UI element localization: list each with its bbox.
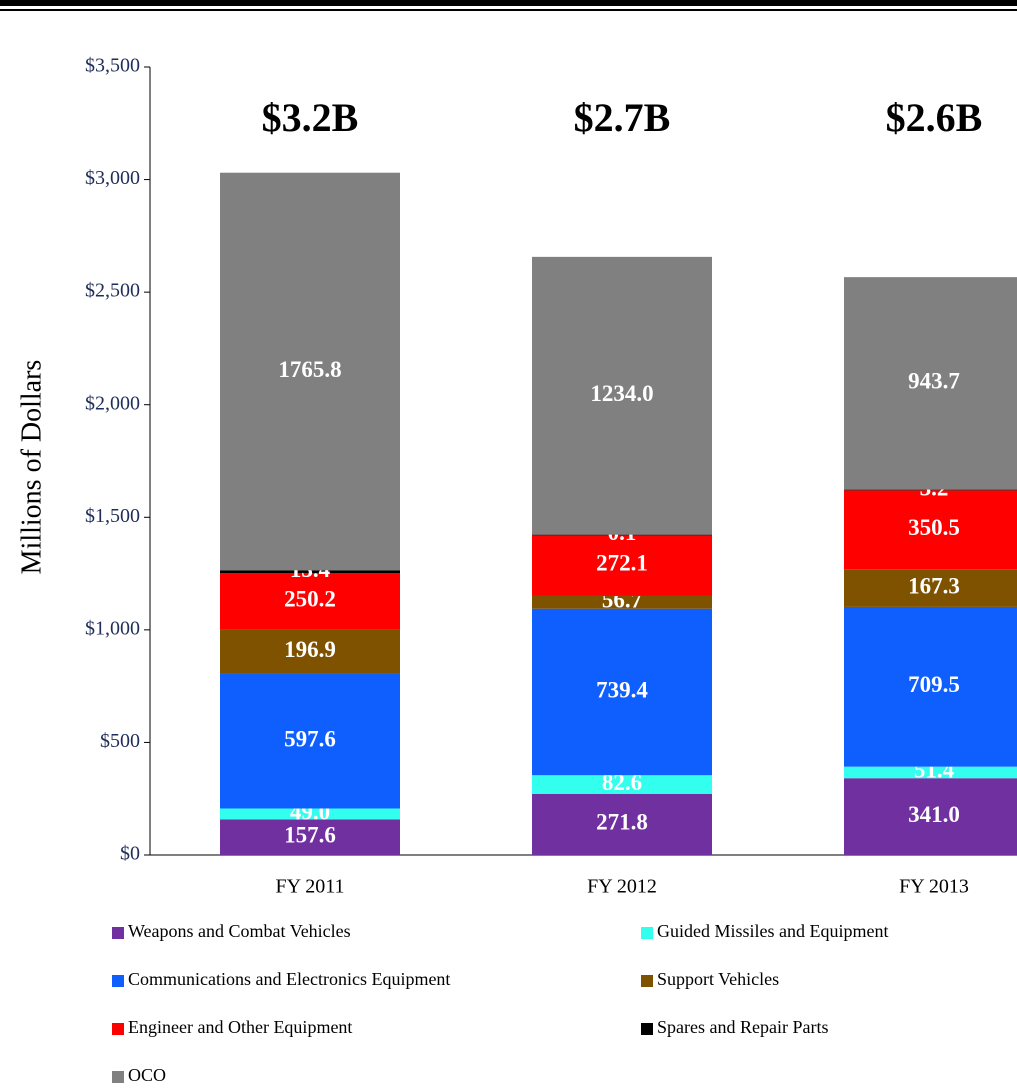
legend-label: OCO bbox=[128, 1065, 166, 1085]
bar-segment bbox=[844, 766, 1017, 779]
value-label: 709.5 bbox=[908, 672, 960, 697]
value-label: 250.2 bbox=[284, 587, 336, 612]
value-label: 272.1 bbox=[596, 551, 648, 576]
y-tick-label: $0 bbox=[120, 843, 140, 865]
legend-swatch bbox=[112, 1071, 124, 1083]
value-label: 597.6 bbox=[284, 726, 336, 751]
value-label: 196.9 bbox=[284, 637, 336, 662]
value-label: 271.8 bbox=[596, 810, 648, 835]
bar-segment bbox=[220, 629, 400, 674]
total-label: $2.7B bbox=[574, 95, 671, 140]
legend-swatch bbox=[641, 927, 653, 939]
legend-swatch bbox=[112, 927, 124, 939]
total-label: $3.2B bbox=[262, 95, 359, 140]
legend-label: Communications and Electronics Equipment bbox=[128, 969, 450, 989]
bar-segment bbox=[220, 673, 400, 809]
legend-label: Spares and Repair Parts bbox=[657, 1017, 828, 1037]
y-tick-label: $1,500 bbox=[85, 505, 140, 527]
bar-segment bbox=[220, 808, 400, 820]
bar-segment bbox=[532, 793, 712, 855]
legend-swatch bbox=[112, 1023, 124, 1035]
legend-label: Support Vehicles bbox=[657, 969, 779, 989]
bar-segment bbox=[844, 569, 1017, 607]
legend-swatch bbox=[641, 1023, 653, 1035]
bar-segment bbox=[220, 573, 400, 630]
legend-label: Weapons and Combat Vehicles bbox=[128, 921, 351, 941]
bar-segment bbox=[844, 490, 1017, 570]
value-label: 739.4 bbox=[596, 677, 648, 702]
legend-swatch bbox=[641, 975, 653, 987]
bar-segment bbox=[844, 277, 1017, 490]
bar-segment bbox=[532, 534, 712, 536]
total-label: $2.6B bbox=[886, 95, 983, 140]
value-label: 350.5 bbox=[908, 515, 960, 540]
value-label: 1765.8 bbox=[278, 357, 341, 382]
y-tick-label: $2,500 bbox=[85, 280, 140, 302]
y-tick-label: $1,000 bbox=[85, 617, 140, 639]
value-label: 167.3 bbox=[908, 573, 960, 598]
x-tick-label: FY 2013 bbox=[899, 876, 969, 898]
value-label: 1234.0 bbox=[590, 381, 653, 406]
bar-segment bbox=[532, 775, 712, 794]
legend-swatch bbox=[112, 975, 124, 987]
bar-segment bbox=[220, 172, 400, 571]
y-axis-label: Millions of Dollars bbox=[16, 360, 47, 575]
bar-segment bbox=[844, 489, 1017, 491]
header-rule-thin bbox=[0, 9, 1017, 11]
bar-segment bbox=[220, 819, 400, 855]
legend-label: Engineer and Other Equipment bbox=[128, 1017, 352, 1037]
y-tick-label: $3,000 bbox=[85, 167, 140, 189]
bar-segment bbox=[532, 256, 712, 535]
value-label: 943.7 bbox=[908, 369, 960, 394]
bar-segment bbox=[844, 778, 1017, 855]
bar-segment bbox=[532, 608, 712, 776]
value-label: 341.0 bbox=[908, 802, 960, 827]
bar-segment bbox=[220, 570, 400, 574]
x-tick-label: FY 2012 bbox=[587, 876, 657, 898]
y-tick-label: $2,000 bbox=[85, 392, 140, 414]
x-tick-label: FY 2011 bbox=[275, 876, 344, 898]
bar-segment bbox=[532, 595, 712, 609]
y-tick-label: $3,500 bbox=[85, 55, 140, 77]
value-label: 157.6 bbox=[284, 823, 336, 848]
legend-label: Guided Missiles and Equipment bbox=[657, 921, 888, 941]
y-tick-label: $500 bbox=[100, 730, 140, 752]
bar-segment bbox=[532, 534, 712, 596]
bar-segment bbox=[844, 606, 1017, 767]
header-rule bbox=[0, 0, 1017, 6]
